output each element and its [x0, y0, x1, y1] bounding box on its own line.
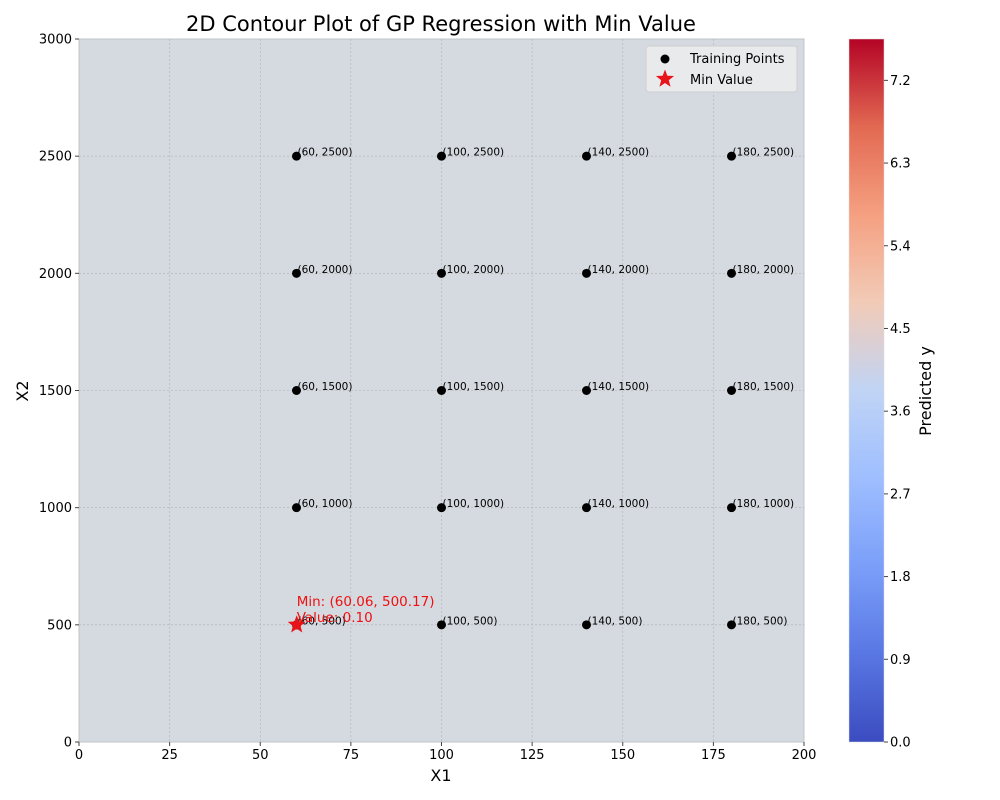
min-value-annotation-value: Value: 0.10: [297, 610, 373, 626]
x-tick-label: 0: [75, 748, 83, 763]
colorbar-ticks: 0.0 0.9 1.8 2.7 3.6 4.5 5.4 6.3 7.2: [884, 74, 911, 751]
training-point-label: (100, 500): [443, 615, 498, 627]
colorbar-tick-label: 6.3: [890, 157, 911, 172]
y-axis-label: X2: [13, 380, 32, 401]
training-point: [727, 386, 736, 395]
training-points: (60, 2500) (100, 2500) (140, 2500) (180, 25…: [292, 147, 794, 630]
x-tick-label: 200: [792, 748, 817, 763]
training-point-label: (100, 2000): [443, 264, 505, 276]
x-tick-label: 25: [161, 748, 178, 763]
training-point: [727, 503, 736, 513]
chart-title: 2D Contour Plot of GP Regression with Mi…: [186, 12, 696, 36]
training-point: [292, 386, 301, 395]
colorbar: [848, 38, 885, 743]
training-point: [727, 268, 736, 278]
y-axis-ticks: 0 500 1000 1500 2000 2500 3000: [39, 33, 79, 751]
training-point-label: (60, 1000): [298, 498, 353, 510]
colorbar-tick-label: 3.6: [890, 405, 911, 420]
grid-lines: [79, 39, 804, 742]
x-tick-label: 125: [520, 748, 545, 763]
y-tick-label: 0: [64, 736, 72, 751]
colorbar-tick-label: 5.4: [890, 239, 911, 254]
training-point: [437, 268, 446, 278]
training-point-label: (140, 1000): [588, 498, 650, 510]
training-point-label: (60, 2500): [298, 147, 353, 159]
training-point-label: (180, 1500): [733, 381, 795, 393]
min-value-annotation: Min: (60.06, 500.17): [297, 594, 435, 610]
training-point: [582, 151, 591, 161]
colorbar-label: Predicted y: [916, 346, 935, 436]
colorbar-tick-label: 0.0: [890, 736, 911, 751]
training-point-label: (140, 2000): [588, 264, 650, 276]
training-point-label: (100, 1500): [443, 381, 505, 393]
training-point-label: (180, 500): [733, 615, 788, 627]
training-point-label: (60, 2000): [298, 264, 353, 276]
training-point: [292, 268, 301, 278]
x-tick-label: 150: [610, 748, 635, 763]
training-point: [437, 386, 446, 395]
training-point: [292, 503, 301, 513]
colorbar-tick-label: 4.5: [890, 322, 911, 337]
training-point: [727, 151, 736, 161]
colorbar-tick-label: 1.8: [890, 570, 911, 585]
training-point-label: (180, 1000): [733, 498, 795, 510]
training-point: [437, 503, 446, 513]
legend-min-label: Min Value: [690, 73, 753, 88]
training-point: [292, 151, 301, 161]
training-point: [437, 620, 446, 630]
colorbar-tick-label: 7.2: [890, 74, 911, 89]
y-tick-label: 3000: [39, 33, 72, 48]
x-tick-label: 100: [429, 748, 454, 763]
y-tick-label: 500: [47, 618, 72, 633]
legend-training-label: Training Points: [689, 52, 785, 67]
colorbar-tick-label: 2.7: [890, 487, 911, 502]
x-tick-label: 175: [701, 748, 726, 763]
training-point-label: (180, 2000): [733, 264, 795, 276]
legend-min-marker: [655, 69, 675, 87]
training-point-label: (60, 500): [298, 615, 346, 627]
training-point: [582, 386, 591, 395]
training-point: [582, 268, 591, 278]
x-axis-ticks: 0 25 50 75 100 125 150 175 200: [75, 742, 817, 763]
x-axis-label: X1: [430, 766, 451, 785]
y-tick-label: 2000: [39, 267, 72, 282]
x-tick-label: 50: [252, 748, 269, 763]
min-value-marker: [287, 615, 306, 633]
training-point-label: (100, 2500): [443, 147, 505, 159]
training-point-label: (100, 1000): [443, 498, 505, 510]
training-point-label: (60, 1500): [298, 381, 353, 393]
y-tick-label: 2500: [39, 150, 72, 165]
training-point: [582, 503, 591, 513]
legend: Training Points Min Value: [645, 45, 798, 93]
legend-training-marker: [660, 54, 670, 64]
min-value-group: Min: (60.06, 500.17)Value: 0.10: [287, 594, 435, 633]
training-point-label: (140, 1500): [588, 381, 650, 393]
y-tick-label: 1500: [39, 384, 72, 399]
training-point: [582, 620, 591, 630]
training-point-label: (180, 2500): [733, 147, 795, 159]
training-point: [727, 620, 736, 630]
training-point-label: (140, 2500): [588, 147, 650, 159]
training-point-label: (140, 500): [588, 615, 643, 627]
x-tick-label: 75: [343, 748, 360, 763]
y-tick-label: 1000: [39, 501, 72, 516]
training-point: [437, 151, 446, 161]
legend-box: [645, 45, 798, 93]
colorbar-tick-label: 0.9: [890, 653, 911, 668]
